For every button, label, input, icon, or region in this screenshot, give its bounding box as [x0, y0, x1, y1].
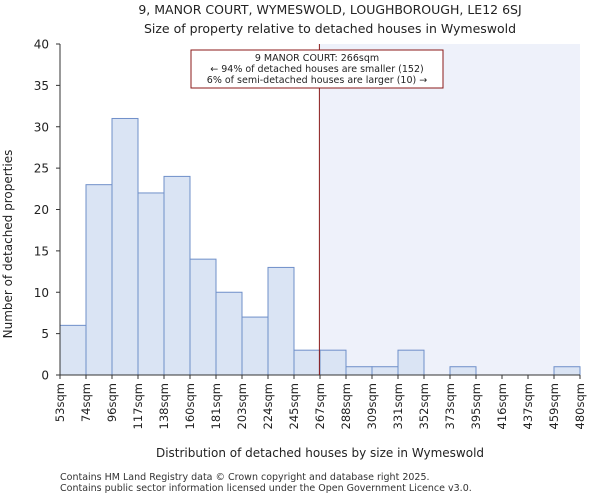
y-axis: 0 5 10 15 20 25 30 35 40 — [34, 38, 61, 383]
chart-subtitle: Size of property relative to detached ho… — [144, 21, 516, 36]
y-tick-label: 40 — [34, 38, 49, 52]
y-tick-label: 15 — [34, 244, 49, 258]
x-tick-label: 352sqm — [417, 383, 431, 429]
y-tick-label: 10 — [34, 286, 49, 300]
x-tick-label: 459sqm — [547, 383, 561, 429]
x-tick-label: 288sqm — [339, 383, 353, 429]
x-tick-label: 117sqm — [131, 383, 145, 429]
bar — [319, 349, 347, 376]
x-tick-label: 267sqm — [313, 383, 327, 429]
bar — [189, 258, 217, 376]
bar — [293, 349, 321, 376]
x-tick-label: 96sqm — [105, 383, 119, 422]
bar — [371, 366, 399, 376]
annotation-line-1: 9 MANOR COURT: 266sqm — [255, 53, 379, 64]
bar — [267, 266, 295, 376]
x-tick-label: 53sqm — [53, 383, 67, 422]
x-tick-label: 309sqm — [365, 383, 379, 429]
x-tick-label: 160sqm — [183, 383, 197, 429]
x-tick-label: 373sqm — [443, 383, 457, 429]
y-axis-label: Number of detached properties — [1, 150, 15, 339]
bar — [59, 324, 87, 376]
x-tick-label: 331sqm — [391, 383, 405, 429]
bar — [85, 184, 113, 376]
x-tick-label: 416sqm — [495, 383, 509, 429]
x-axis-label: Distribution of detached houses by size … — [156, 446, 484, 460]
marker-annotation: 9 MANOR COURT: 266sqm ← 94% of detached … — [190, 49, 444, 89]
bar — [215, 291, 243, 376]
highlight-region — [319, 44, 580, 375]
y-tick-label: 35 — [34, 79, 49, 93]
footer-line-1: Contains HM Land Registry data © Crown c… — [60, 472, 430, 483]
x-tick-label: 138sqm — [157, 383, 171, 429]
bar — [397, 349, 425, 376]
x-tick-label: 224sqm — [261, 383, 275, 429]
x-axis: 53sqm 74sqm 96sqm 117sqm 138sqm 160sqm 181sqm 2… — [53, 374, 587, 429]
annotation-line-2: ← 94% of detached houses are smaller (15… — [210, 64, 423, 75]
bars — [59, 117, 581, 376]
x-tick-label: 395sqm — [469, 383, 483, 429]
y-tick-label: 0 — [41, 369, 49, 383]
x-tick-label: 437sqm — [521, 383, 535, 429]
y-tick-label: 5 — [41, 327, 49, 341]
x-tick-label: 245sqm — [287, 383, 301, 429]
bar — [111, 117, 139, 376]
bar — [163, 175, 191, 376]
x-tick-label: 480sqm — [573, 383, 587, 429]
bar — [345, 366, 373, 376]
x-tick-label: 181sqm — [209, 383, 223, 429]
chart: 9, MANOR COURT, WYMESWOLD, LOUGHBOROUGH,… — [1, 2, 587, 460]
bar — [137, 192, 165, 376]
bar — [449, 366, 477, 376]
annotation-box — [190, 49, 444, 89]
annotation-line-3: 6% of semi-detached houses are larger (1… — [207, 75, 427, 86]
x-tick-label: 203sqm — [235, 383, 249, 429]
footer-line-2: Contains public sector information licen… — [60, 483, 472, 494]
y-tick-label: 30 — [34, 120, 49, 134]
x-tick-label: 74sqm — [79, 383, 93, 422]
chart-title: 9, MANOR COURT, WYMESWOLD, LOUGHBOROUGH,… — [138, 2, 521, 17]
bar — [241, 316, 269, 376]
bar — [553, 366, 581, 376]
y-tick-label: 20 — [34, 203, 49, 217]
y-tick-label: 25 — [34, 162, 49, 176]
